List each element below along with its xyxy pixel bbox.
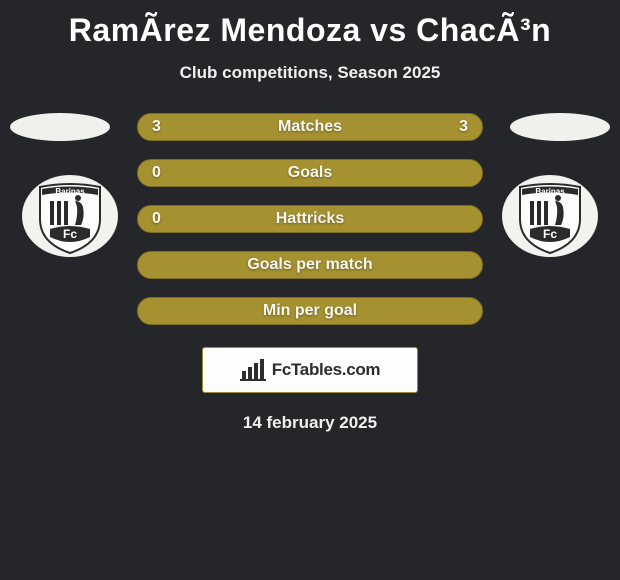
shield-icon: Barinas Fc xyxy=(20,173,120,259)
stat-label: Matches xyxy=(278,118,342,136)
shield-icon: Barinas Fc xyxy=(500,173,600,259)
footer-date: 14 february 2025 xyxy=(0,413,620,433)
stat-label: Min per goal xyxy=(263,302,357,320)
stat-value-left: 0 xyxy=(152,164,161,182)
svg-text:Barinas: Barinas xyxy=(55,187,85,196)
stat-bar: 0 Hattricks xyxy=(137,205,483,233)
stat-label: Hattricks xyxy=(276,210,344,228)
player-slot-right xyxy=(510,113,610,141)
stat-label: Goals per match xyxy=(247,256,372,274)
player-slot-left xyxy=(10,113,110,141)
stat-label: Goals xyxy=(288,164,332,182)
page-subtitle: Club competitions, Season 2025 xyxy=(0,63,620,83)
stat-value-right: 3 xyxy=(459,118,468,136)
bar-chart-icon xyxy=(240,359,266,381)
club-logo-left: Barinas Fc xyxy=(20,173,120,259)
stat-bar: 0 Goals xyxy=(137,159,483,187)
stat-bars: 3 3 Matches 0 Goals 0 Hattricks Goals per match… xyxy=(137,113,483,325)
club-logo-right: Barinas Fc xyxy=(500,173,600,259)
brand-text: FcTables.com xyxy=(272,360,381,380)
stat-value-left: 3 xyxy=(152,118,161,136)
stat-bar: 3 3 Matches xyxy=(137,113,483,141)
stat-bar: Min per goal xyxy=(137,297,483,325)
stat-value-left: 0 xyxy=(152,210,161,228)
svg-text:Fc: Fc xyxy=(543,227,557,241)
brand-badge: FcTables.com xyxy=(202,347,418,393)
svg-text:Fc: Fc xyxy=(63,227,77,241)
svg-text:Barinas: Barinas xyxy=(535,187,565,196)
page-title: RamÃ­rez Mendoza vs ChacÃ³n xyxy=(0,0,620,49)
comparison-content: Barinas Fc Barinas Fc 3 3 Matches 0 Goals 0 Ha… xyxy=(0,113,620,433)
stat-bar: Goals per match xyxy=(137,251,483,279)
